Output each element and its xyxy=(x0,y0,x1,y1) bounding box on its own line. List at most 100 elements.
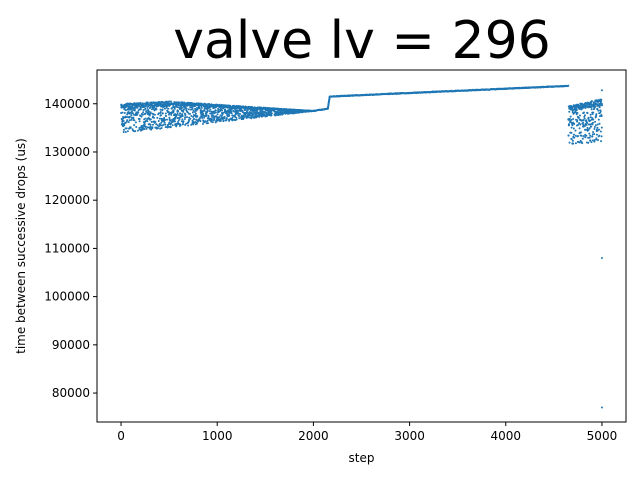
plot-frame xyxy=(96,69,627,423)
data-point xyxy=(156,127,159,130)
x-axis-label: step xyxy=(349,451,375,465)
data-point xyxy=(582,123,585,126)
x-tick-label: 0 xyxy=(117,429,125,443)
data-point xyxy=(570,138,573,141)
data-point xyxy=(591,139,594,142)
data-point xyxy=(588,127,591,130)
data-point xyxy=(126,113,129,116)
data-point xyxy=(181,118,184,121)
data-point xyxy=(586,112,589,115)
data-point xyxy=(578,127,581,130)
data-point xyxy=(587,136,590,139)
data-point xyxy=(584,136,587,139)
data-point xyxy=(592,111,595,114)
data-point xyxy=(185,107,188,110)
data-point xyxy=(151,126,154,129)
data-point xyxy=(574,134,577,137)
data-point xyxy=(591,135,594,138)
data-point xyxy=(161,112,164,115)
data-point xyxy=(601,104,604,107)
x-tick-label: 1000 xyxy=(202,429,233,443)
data-point xyxy=(244,108,247,111)
data-point xyxy=(147,108,150,111)
data-point xyxy=(569,115,572,118)
data-point xyxy=(238,115,241,118)
data-point xyxy=(133,109,136,112)
data-point xyxy=(144,117,147,120)
data-point xyxy=(202,112,205,115)
data-point xyxy=(597,109,600,112)
data-point xyxy=(168,113,171,116)
data-point xyxy=(150,120,153,123)
data-point xyxy=(573,122,576,125)
data-point xyxy=(571,107,574,110)
data-point xyxy=(590,108,593,111)
data-point xyxy=(159,108,162,111)
data-point xyxy=(182,110,185,113)
data-point xyxy=(597,118,600,121)
data-point xyxy=(600,126,603,129)
data-point xyxy=(184,113,187,116)
data-point xyxy=(589,119,592,122)
data-point xyxy=(187,108,190,111)
data-point xyxy=(582,121,585,124)
data-point xyxy=(567,84,570,87)
data-point xyxy=(148,114,151,117)
data-point xyxy=(569,121,572,124)
data-point xyxy=(576,112,579,115)
data-point xyxy=(584,102,587,105)
data-point xyxy=(141,113,144,116)
data-point xyxy=(144,108,147,111)
data-point xyxy=(204,120,207,123)
data-point xyxy=(587,116,590,119)
data-point xyxy=(175,113,178,116)
data-point xyxy=(600,140,603,143)
data-point xyxy=(592,130,595,133)
data-point xyxy=(137,129,139,132)
data-point xyxy=(180,120,183,123)
data-point xyxy=(154,101,157,104)
data-point xyxy=(174,120,177,123)
data-point xyxy=(578,107,581,110)
data-point xyxy=(574,142,577,145)
data-point xyxy=(199,109,202,112)
data-point xyxy=(596,107,599,110)
data-point xyxy=(222,119,225,122)
y-tick-label: 80000 xyxy=(52,386,90,400)
y-tick-label: 100000 xyxy=(44,290,90,304)
data-point xyxy=(232,118,235,121)
data-point xyxy=(130,112,133,115)
data-point xyxy=(593,125,596,128)
data-point xyxy=(178,117,181,120)
data-point xyxy=(583,117,586,120)
data-point xyxy=(176,112,179,115)
data-point xyxy=(171,124,174,127)
data-point xyxy=(584,124,587,127)
data-point xyxy=(247,116,250,119)
data-point xyxy=(173,107,176,110)
data-point xyxy=(595,138,598,141)
data-point xyxy=(576,119,579,122)
data-point xyxy=(246,108,249,111)
data-point xyxy=(242,118,245,121)
data-point xyxy=(580,119,583,122)
data-point xyxy=(577,124,579,126)
data-point xyxy=(207,115,210,118)
data-point xyxy=(194,112,197,115)
data-point xyxy=(123,124,126,127)
data-point xyxy=(168,119,171,122)
data-point xyxy=(571,111,574,114)
data-point xyxy=(572,118,575,121)
y-tick-label: 90000 xyxy=(52,338,90,352)
data-point xyxy=(585,119,588,122)
data-point xyxy=(252,113,255,116)
data-point xyxy=(138,117,141,120)
data-point xyxy=(592,121,594,124)
data-point xyxy=(228,119,231,122)
data-point xyxy=(593,127,596,130)
data-point xyxy=(138,120,141,123)
data-point xyxy=(571,124,574,127)
x-axis-ticks: 0 1000 2000 3000 4000 5000 xyxy=(117,422,617,443)
